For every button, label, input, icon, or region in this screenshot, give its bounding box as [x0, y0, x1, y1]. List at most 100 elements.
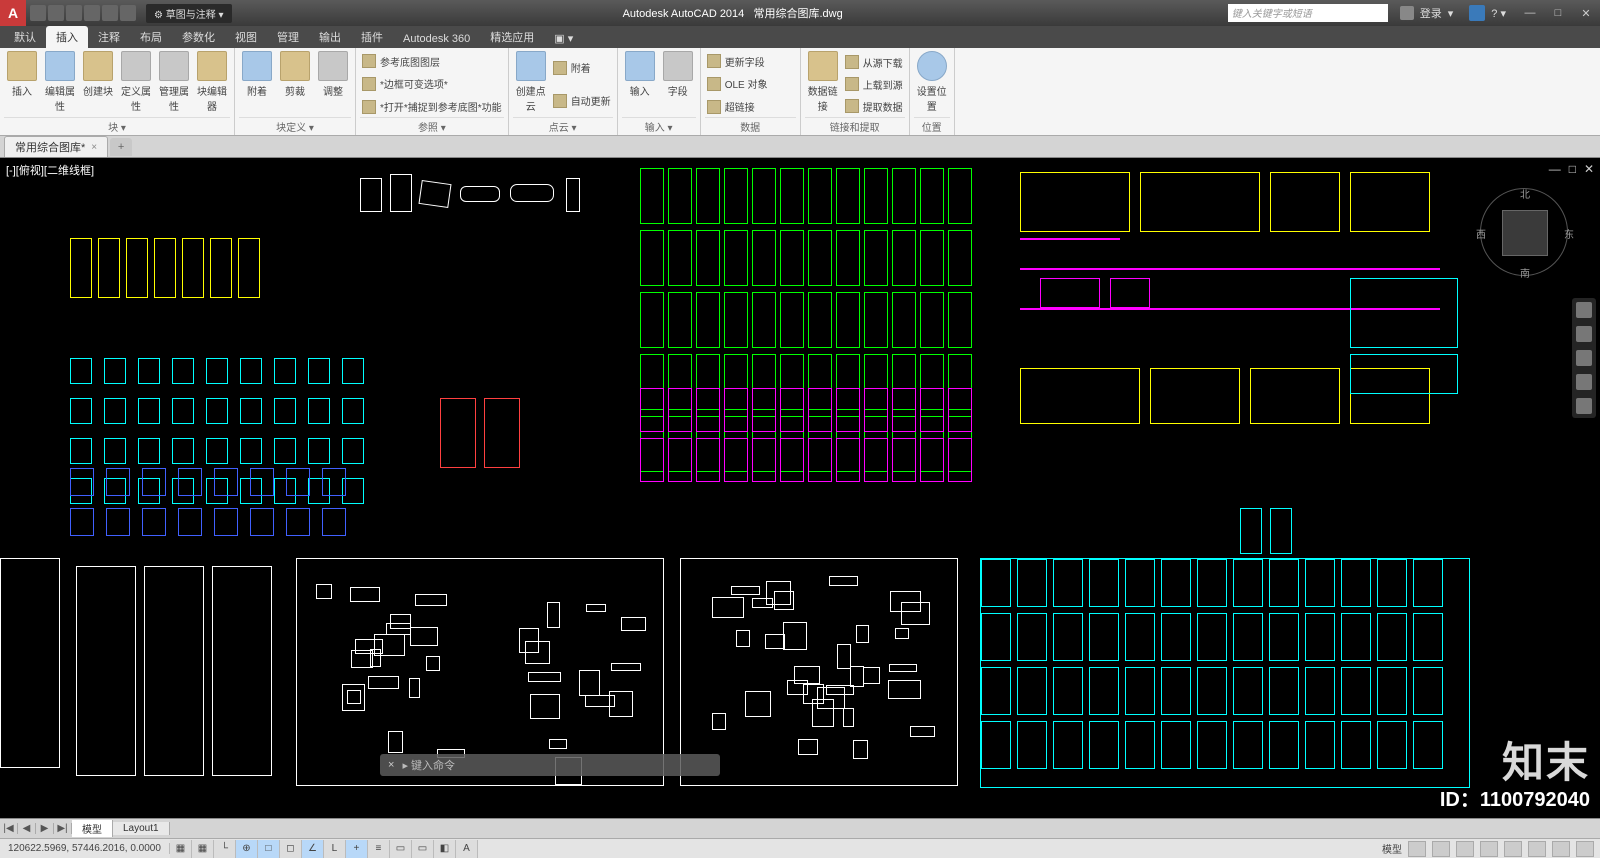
status-model-label[interactable]: 模型 [1382, 841, 1402, 856]
create-block-button[interactable]: 创建块 [80, 51, 116, 117]
create-pointcloud-button[interactable]: 创建点云 [513, 51, 549, 117]
nav-showmotion-icon[interactable] [1576, 398, 1592, 414]
cmdline-close-icon[interactable]: × [388, 759, 394, 771]
toggle-otrack-icon[interactable]: ∠ [302, 840, 324, 858]
status-workspace-icon[interactable] [1480, 841, 1498, 857]
set-location-button[interactable]: 设置位置 [914, 51, 950, 117]
upload-src-button[interactable]: 上载到源 [843, 76, 905, 93]
tab-autodesk360[interactable]: Autodesk 360 [393, 30, 480, 48]
new-tab-button[interactable]: + [110, 138, 132, 156]
tab-plugins[interactable]: 插件 [351, 26, 393, 48]
extract-data-button[interactable]: 提取数据 [843, 98, 905, 115]
layout-tab-model[interactable]: 模型 [72, 820, 113, 837]
pc-autoupdate-button[interactable]: 自动更新 [551, 92, 613, 109]
toggle-lwt-icon[interactable]: ≡ [368, 840, 390, 858]
tab-manage[interactable]: 管理 [267, 26, 309, 48]
qat-save-icon[interactable] [66, 5, 82, 21]
status-isolate-icon[interactable] [1552, 841, 1570, 857]
toggle-dyn-icon[interactable]: + [346, 840, 368, 858]
field-button[interactable]: 字段 [660, 51, 696, 117]
command-line[interactable]: × ▸ 键入命令 [380, 754, 720, 776]
toggle-snap-icon[interactable]: ▦ [170, 840, 192, 858]
hyperlink-button[interactable]: 超链接 [705, 98, 796, 115]
vp-max-icon[interactable]: □ [1569, 162, 1576, 176]
datalink-button[interactable]: 数据链接 [805, 51, 841, 117]
qat-new-icon[interactable] [30, 5, 46, 21]
layout-prev-icon[interactable]: ◀ [18, 823, 36, 834]
update-field-button[interactable]: 更新字段 [705, 53, 796, 70]
tab-layout[interactable]: 布局 [130, 26, 172, 48]
tab-featured[interactable]: 精选应用 [480, 26, 544, 48]
tab-extra[interactable]: ▣ ▾ [544, 29, 583, 48]
workspace-selector[interactable]: ⚙ 草图与注释 ▾ [146, 4, 232, 23]
exchange-icon[interactable] [1469, 5, 1485, 21]
tab-default[interactable]: 默认 [4, 26, 46, 48]
import-button[interactable]: 输入 [622, 51, 658, 117]
toggle-ducs-icon[interactable]: L [324, 840, 346, 858]
insert-button[interactable]: 插入 [4, 51, 40, 117]
app-logo-icon[interactable]: A [0, 0, 26, 26]
viewcube[interactable]: 北 南 东 西 [1480, 188, 1570, 278]
nav-pan-icon[interactable] [1576, 326, 1592, 342]
tab-insert[interactable]: 插入 [46, 26, 88, 48]
viewcube-w[interactable]: 西 [1476, 226, 1486, 241]
toggle-grid-icon[interactable]: ▦ [192, 840, 214, 858]
layout-tab-layout1[interactable]: Layout1 [113, 822, 170, 835]
toggle-qp-icon[interactable]: ▭ [412, 840, 434, 858]
viewport-label[interactable]: [-][俯视][二维线框] [6, 162, 94, 178]
status-lock-icon[interactable] [1504, 841, 1522, 857]
qat-print-icon[interactable] [120, 5, 136, 21]
attach-button[interactable]: 附着 [239, 51, 275, 117]
edit-attr-button[interactable]: 编辑属性 [42, 51, 78, 117]
toggle-osnap-icon[interactable]: □ [258, 840, 280, 858]
layout-last-icon[interactable]: ▶| [54, 823, 72, 834]
tab-output[interactable]: 输出 [309, 26, 351, 48]
nav-zoom-icon[interactable] [1576, 350, 1592, 366]
status-annoscale-icon[interactable] [1456, 841, 1474, 857]
login-button[interactable]: 登录 ▾ [1400, 5, 1454, 21]
manage-attr-button[interactable]: 管理属性 [156, 51, 192, 117]
close-button[interactable]: ✕ [1572, 2, 1600, 24]
minimize-button[interactable]: — [1516, 2, 1544, 24]
viewcube-s[interactable]: 南 [1520, 265, 1530, 280]
status-hardware-icon[interactable] [1528, 841, 1546, 857]
pc-attach-button[interactable]: 附着 [551, 59, 613, 76]
download-src-button[interactable]: 从源下载 [843, 54, 905, 71]
block-editor-button[interactable]: 块编辑器 [194, 51, 230, 117]
tab-annotate[interactable]: 注释 [88, 26, 130, 48]
viewcube-n[interactable]: 北 [1520, 186, 1530, 201]
toggle-polar-icon[interactable]: ⊕ [236, 840, 258, 858]
ole-button[interactable]: OLE 对象 [705, 75, 796, 92]
toggle-sc-icon[interactable]: ◧ [434, 840, 456, 858]
toggle-tpy-icon[interactable]: ▭ [390, 840, 412, 858]
viewcube-e[interactable]: 东 [1564, 226, 1574, 241]
file-tab[interactable]: 常用综合图库*× [4, 136, 108, 157]
nav-wheel-icon[interactable] [1576, 302, 1592, 318]
nav-orbit-icon[interactable] [1576, 374, 1592, 390]
vp-min-icon[interactable]: — [1549, 162, 1561, 176]
drawing-canvas[interactable]: [-][俯视][二维线框] — □ ✕ 北 南 东 西 /*generated … [0, 158, 1600, 818]
status-clean-icon[interactable] [1576, 841, 1594, 857]
frame-vary-button[interactable]: *边框可变选项* [360, 75, 504, 92]
underlay-layers-button[interactable]: 参考底图图层 [360, 53, 504, 70]
status-maximize-icon[interactable] [1432, 841, 1450, 857]
qat-open-icon[interactable] [48, 5, 64, 21]
help-search-input[interactable]: 键入关键字或短语 [1228, 4, 1388, 22]
help-icon[interactable]: ? ▾ [1491, 7, 1506, 20]
layout-first-icon[interactable]: |◀ [0, 823, 18, 834]
toggle-am-icon[interactable]: A [456, 840, 478, 858]
close-tab-icon[interactable]: × [91, 142, 97, 153]
status-layout-icon[interactable] [1408, 841, 1426, 857]
qat-redo-icon[interactable] [102, 5, 118, 21]
toggle-3dosnap-icon[interactable]: ◻ [280, 840, 302, 858]
clip-button[interactable]: 剪裁 [277, 51, 313, 117]
snap-underlay-button[interactable]: *打开*捕捉到参考底图*功能 [360, 98, 504, 115]
layout-next-icon[interactable]: ▶ [36, 823, 54, 834]
define-attr-button[interactable]: 定义属性 [118, 51, 154, 117]
adjust-button[interactable]: 调整 [315, 51, 351, 117]
maximize-button[interactable]: □ [1544, 2, 1572, 24]
toggle-ortho-icon[interactable]: └ [214, 840, 236, 858]
qat-undo-icon[interactable] [84, 5, 100, 21]
tab-view[interactable]: 视图 [225, 26, 267, 48]
vp-close-icon[interactable]: ✕ [1584, 162, 1594, 176]
